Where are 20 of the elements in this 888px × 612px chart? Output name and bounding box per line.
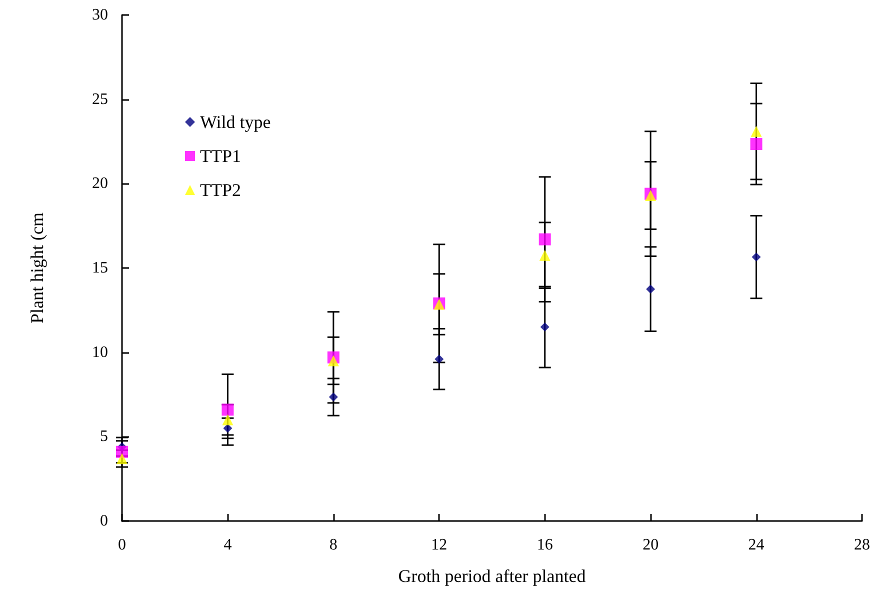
y-tick-label: 10 xyxy=(92,344,108,361)
x-tick-label: 28 xyxy=(854,536,870,554)
legend-label: TTP2 xyxy=(200,180,242,200)
x-axis-title: Groth period after planted xyxy=(398,566,586,586)
legend-label: Wild type xyxy=(200,112,271,132)
x-tick-label: 0 xyxy=(118,536,126,554)
x-tick-label: 24 xyxy=(748,536,764,554)
x-tick-label: 16 xyxy=(536,536,553,554)
y-tick-label: 0 xyxy=(100,512,108,530)
x-tick-label: 12 xyxy=(431,536,448,554)
x-tick-label: 8 xyxy=(329,536,338,554)
x-tick-label: 20 xyxy=(642,536,659,554)
y-axis-title: Plant hight (cm xyxy=(27,212,47,324)
y-tick-label: 20 xyxy=(92,175,108,192)
y-tick-label: 25 xyxy=(92,90,108,108)
y-tick-label: 30 xyxy=(92,6,108,24)
legend-label: TTP1 xyxy=(200,146,242,166)
y-tick-label: 15 xyxy=(92,260,108,276)
y-tick-label: 5 xyxy=(100,428,108,446)
x-tick-label: 4 xyxy=(224,536,232,554)
